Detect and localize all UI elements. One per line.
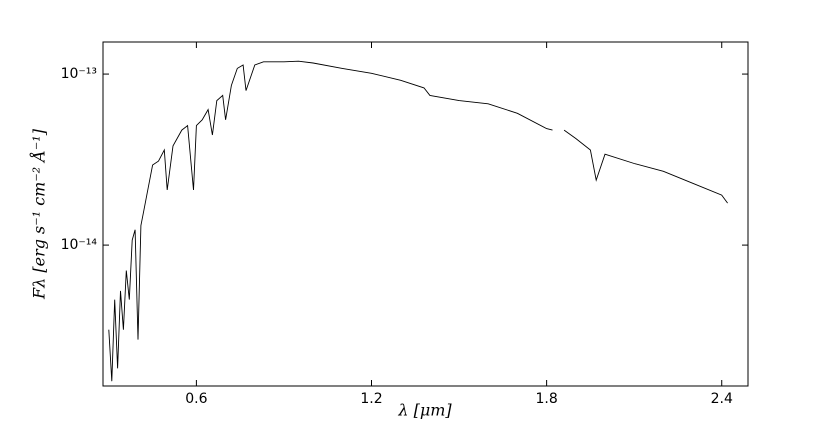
x-tick-label: 1.8: [535, 391, 557, 407]
spectrum-line: [108, 60, 728, 382]
x-tick-label: 1.2: [360, 391, 382, 407]
y-tick-label: 10⁻¹⁴: [61, 237, 98, 253]
y-tick-label: 10⁻¹³: [61, 66, 97, 82]
x-axis-label: λ [μm]: [397, 401, 452, 420]
plot-frame: [102, 41, 749, 387]
x-tick-label: 0.6: [185, 391, 207, 407]
y-axis-label: Fλ [erg s⁻¹ cm⁻² Å⁻¹]: [29, 128, 49, 300]
x-tick-label: 2.4: [711, 391, 733, 407]
